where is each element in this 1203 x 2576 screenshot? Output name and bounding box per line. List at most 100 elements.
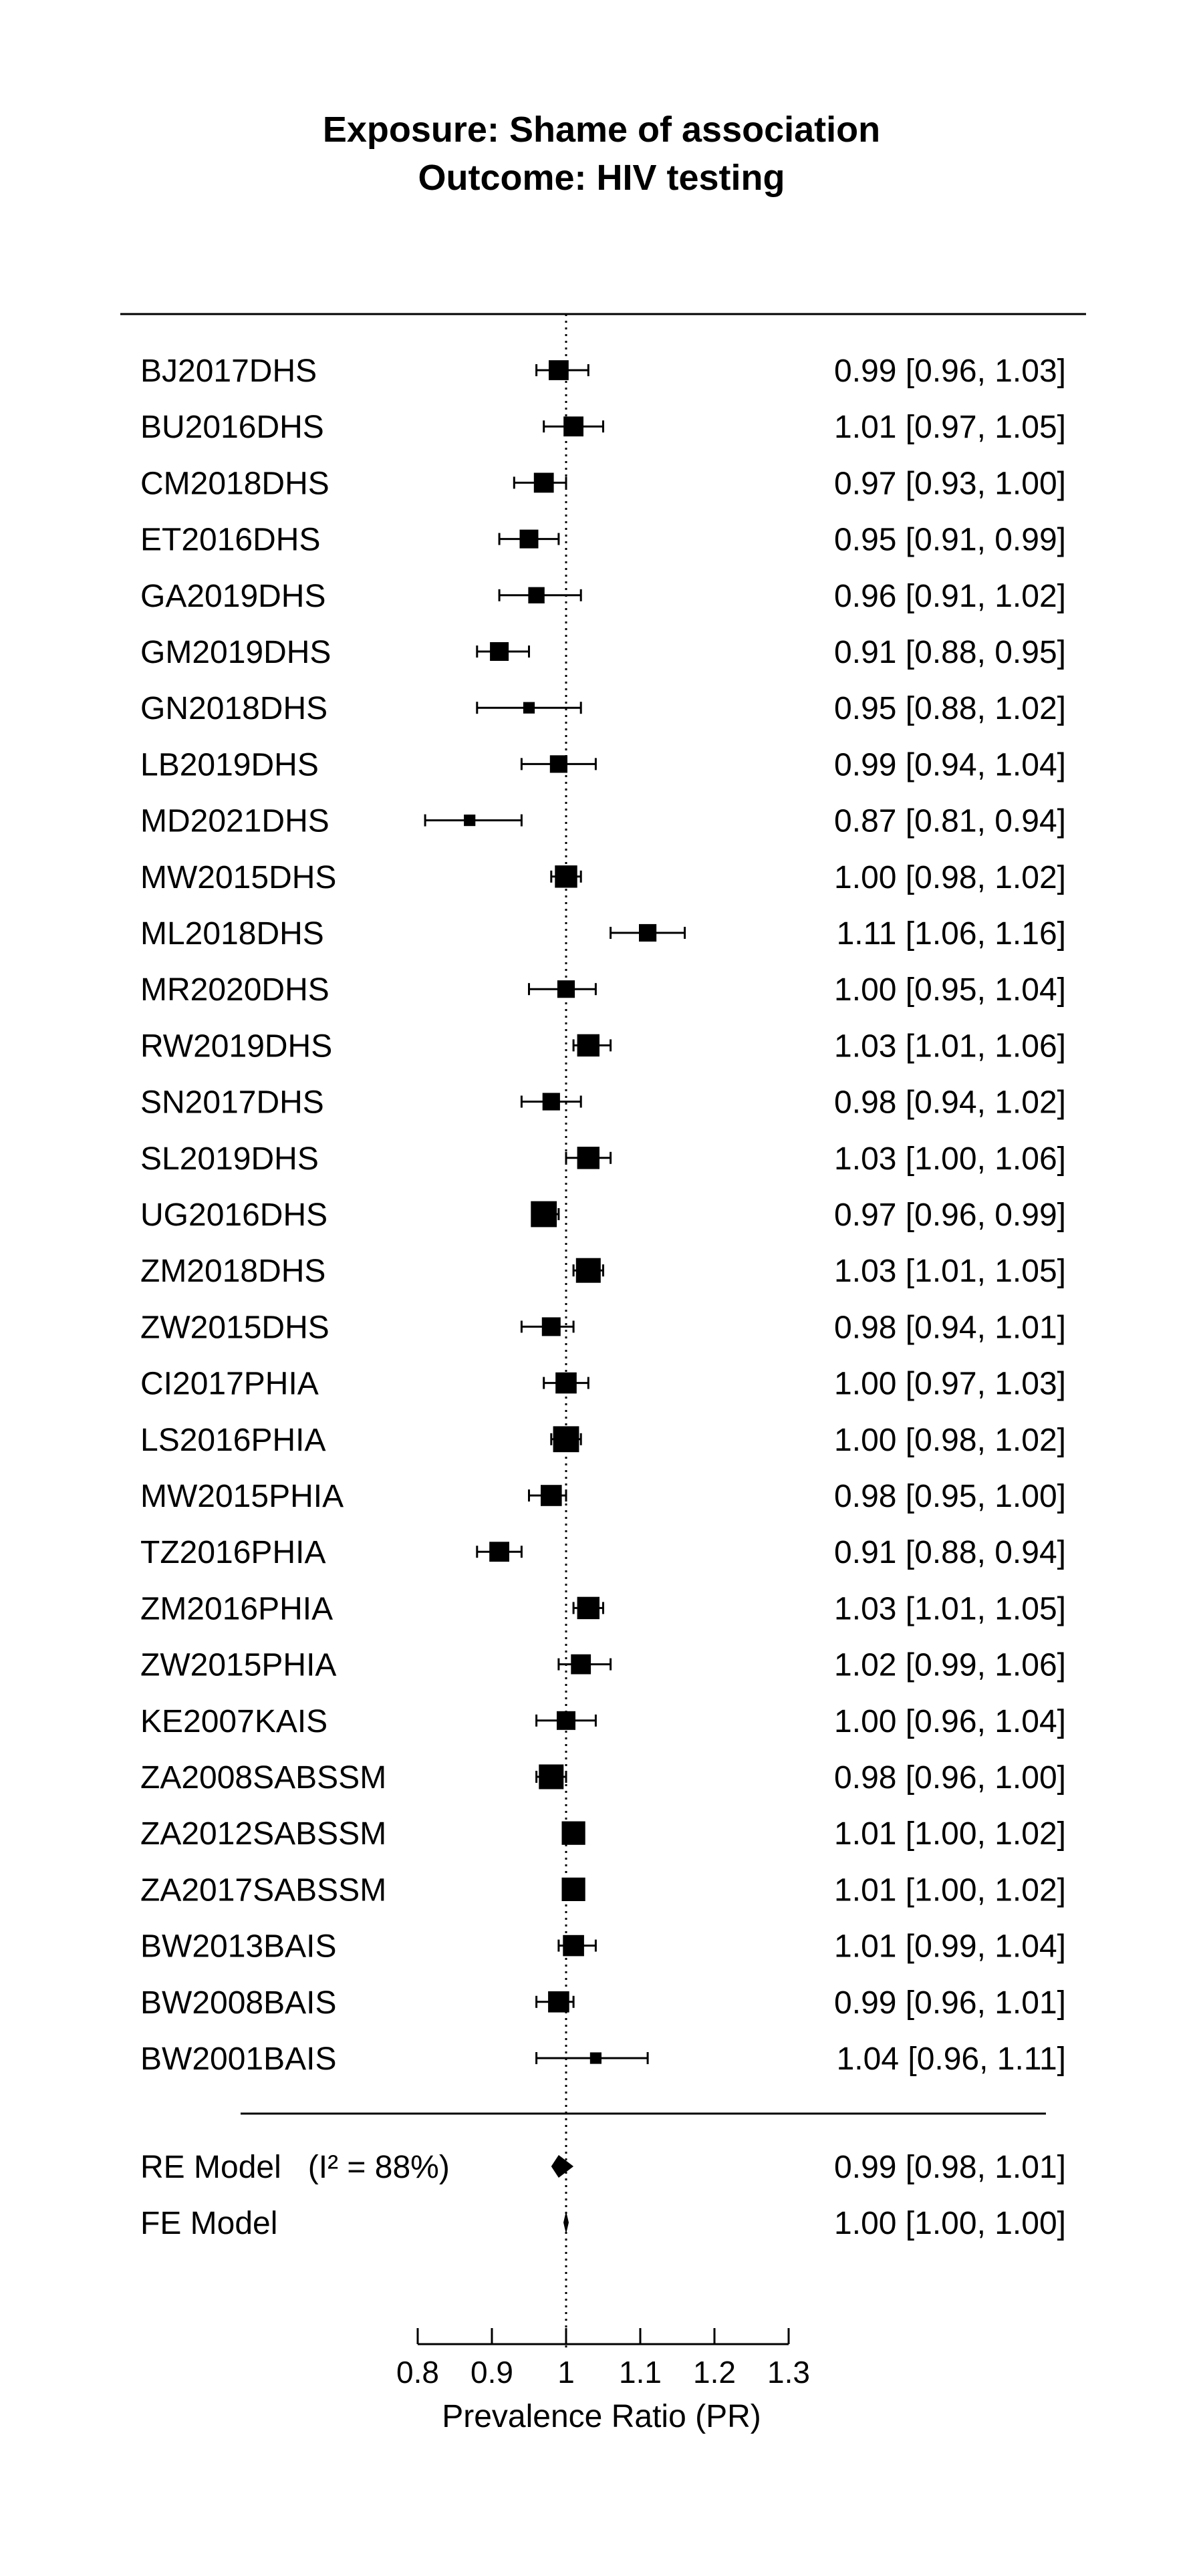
study-label: LB2019DHS: [140, 747, 319, 782]
estimate-ci-text: 0.97 [0.93, 1.00]: [834, 466, 1066, 501]
estimate-ci-text: 0.95 [0.88, 1.02]: [834, 691, 1066, 726]
estimate-ci-text: 1.02 [0.99, 1.06]: [834, 1648, 1066, 1683]
summary-diamond: [551, 2155, 574, 2178]
study-rows: BJ2017DHS 0.99 [0.96, 1.03] BU2016DHS 1.01 …: [140, 353, 1066, 2077]
study-label: GM2019DHS: [140, 635, 331, 670]
summary-estimate-text: 0.99 [0.98, 1.01]: [834, 2150, 1066, 2185]
x-tick-label: 1.1: [619, 2355, 662, 2390]
point-estimate-square: [490, 642, 509, 661]
estimate-ci-text: 1.03 [1.01, 1.06]: [834, 1028, 1066, 1064]
study-row: UG2016DHS 0.97 [0.96, 0.99]: [140, 1197, 1066, 1233]
point-estimate-square: [561, 1821, 585, 1845]
study-label: MD2021DHS: [140, 804, 329, 839]
study-label: ET2016DHS: [140, 523, 320, 558]
study-row: RW2019DHS 1.03 [1.01, 1.06]: [140, 1028, 1066, 1064]
study-label: GA2019DHS: [140, 579, 325, 614]
study-row: TZ2016PHIA 0.91 [0.88, 0.94]: [140, 1535, 1066, 1570]
estimate-ci-text: 0.87 [0.81, 0.94]: [834, 804, 1066, 839]
study-row: GM2019DHS 0.91 [0.88, 0.95]: [140, 635, 1066, 670]
study-label: ZW2015DHS: [140, 1310, 329, 1345]
study-row: MD2021DHS 0.87 [0.81, 0.94]: [140, 804, 1066, 839]
point-estimate-square: [563, 416, 583, 437]
point-estimate-square: [549, 755, 567, 773]
study-row: BW2008BAIS 0.99 [0.96, 1.01]: [140, 1985, 1066, 2021]
study-label: BW2001BAIS: [140, 2041, 336, 2077]
estimate-ci-text: 0.98 [0.95, 1.00]: [834, 1479, 1066, 1514]
estimate-ci-text: 0.97 [0.96, 0.99]: [834, 1197, 1066, 1233]
estimate-ci-text: 0.96 [0.91, 1.02]: [834, 579, 1066, 614]
summary-label: FE Model: [140, 2206, 277, 2241]
point-estimate-square: [539, 1764, 564, 1790]
estimate-ci-text: 1.00 [0.98, 1.02]: [834, 1423, 1066, 1458]
study-row: SN2017DHS 0.98 [0.94, 1.02]: [140, 1085, 1066, 1121]
estimate-ci-text: 1.00 [0.95, 1.04]: [834, 972, 1066, 1008]
study-row: MR2020DHS 1.00 [0.95, 1.04]: [140, 972, 1066, 1008]
study-row: CM2018DHS 0.97 [0.93, 1.00]: [140, 466, 1066, 501]
study-label: KE2007KAIS: [140, 1704, 327, 1739]
study-label: ZM2016PHIA: [140, 1591, 333, 1626]
study-row: MW2015DHS 1.00 [0.98, 1.02]: [140, 860, 1066, 895]
study-label: MW2015PHIA: [140, 1479, 344, 1514]
estimate-ci-text: 1.00 [0.98, 1.02]: [834, 860, 1066, 895]
point-estimate-square: [549, 360, 569, 380]
point-estimate-square: [541, 1317, 561, 1336]
study-label: BU2016DHS: [140, 410, 324, 445]
study-row: ZW2015DHS 0.98 [0.94, 1.01]: [140, 1310, 1066, 1345]
x-tick-label: 0.9: [471, 2355, 513, 2390]
point-estimate-square: [577, 1596, 599, 1620]
point-estimate-square: [464, 815, 476, 827]
study-row: ZW2015PHIA 1.02 [0.99, 1.06]: [140, 1648, 1066, 1683]
estimate-ci-text: 1.01 [1.00, 1.02]: [834, 1816, 1066, 1852]
estimate-ci-text: 1.04 [0.96, 1.11]: [837, 2041, 1066, 2077]
estimate-ci-text: 0.99 [0.94, 1.04]: [834, 747, 1066, 782]
point-estimate-square: [639, 923, 657, 942]
study-row: MW2015PHIA 0.98 [0.95, 1.00]: [140, 1479, 1066, 1514]
summary-estimate-text: 1.00 [1.00, 1.00]: [834, 2206, 1066, 2241]
study-label: BW2013BAIS: [140, 1929, 336, 1965]
study-label: SL2019DHS: [140, 1141, 319, 1177]
x-tick-label: 0.8: [396, 2355, 439, 2390]
study-label: BJ2017DHS: [140, 353, 317, 389]
study-label: CM2018DHS: [140, 466, 329, 501]
estimate-ci-text: 0.99 [0.96, 1.01]: [834, 1985, 1066, 2021]
estimate-ci-text: 0.95 [0.91, 0.99]: [834, 523, 1066, 558]
study-row: BW2001BAIS 1.04 [0.96, 1.11]: [140, 2041, 1066, 2077]
estimate-ci-text: 0.98 [0.94, 1.02]: [834, 1085, 1066, 1121]
point-estimate-square: [489, 1542, 509, 1562]
estimate-ci-text: 1.00 [0.97, 1.03]: [834, 1367, 1066, 1402]
point-estimate-square: [557, 980, 575, 998]
chart-title-line-1: Exposure: Shame of association: [323, 110, 880, 150]
estimate-ci-text: 1.01 [0.99, 1.04]: [834, 1929, 1066, 1965]
point-estimate-square: [577, 1034, 599, 1057]
study-row: ZM2018DHS 1.03 [1.01, 1.05]: [140, 1254, 1066, 1289]
point-estimate-square: [555, 865, 577, 888]
study-label: SN2017DHS: [140, 1085, 324, 1121]
point-estimate-square: [571, 1654, 591, 1675]
estimate-ci-text: 0.98 [0.96, 1.00]: [834, 1760, 1066, 1796]
study-label: ZW2015PHIA: [140, 1648, 336, 1683]
point-estimate-square: [548, 1991, 569, 2013]
x-axis: 0.8 0.9 1 1.1 1.2 1.3: [396, 2328, 810, 2390]
chart-title-line-2: Outcome: HIV testing: [418, 158, 785, 198]
study-row: CI2017PHIA 1.00 [0.97, 1.03]: [140, 1367, 1066, 1402]
study-label: ZM2018DHS: [140, 1254, 325, 1289]
study-label: ZA2008SABSSM: [140, 1760, 386, 1796]
study-label: MW2015DHS: [140, 860, 336, 895]
study-label: ZA2017SABSSM: [140, 1872, 386, 1908]
re-model-row: RE Model (I² = 88%) 0.99 [0.98, 1.01]: [140, 2150, 1066, 2185]
study-row: ET2016DHS 0.95 [0.91, 0.99]: [140, 523, 1066, 558]
study-row: KE2007KAIS 1.00 [0.96, 1.04]: [140, 1704, 1066, 1739]
study-row: BW2013BAIS 1.01 [0.99, 1.04]: [140, 1929, 1066, 1965]
study-label: GN2018DHS: [140, 691, 327, 726]
point-estimate-square: [541, 1485, 562, 1506]
study-label: UG2016DHS: [140, 1197, 327, 1233]
summary-diamond: [563, 2211, 569, 2234]
point-estimate-square: [557, 1711, 575, 1730]
point-estimate-square: [533, 472, 554, 493]
estimate-ci-text: 0.91 [0.88, 0.94]: [834, 1535, 1066, 1570]
summary-label: RE Model (I² = 88%): [140, 2150, 450, 2185]
study-label: RW2019DHS: [140, 1028, 332, 1064]
point-estimate-square: [542, 1093, 560, 1111]
point-estimate-square: [561, 1877, 585, 1901]
